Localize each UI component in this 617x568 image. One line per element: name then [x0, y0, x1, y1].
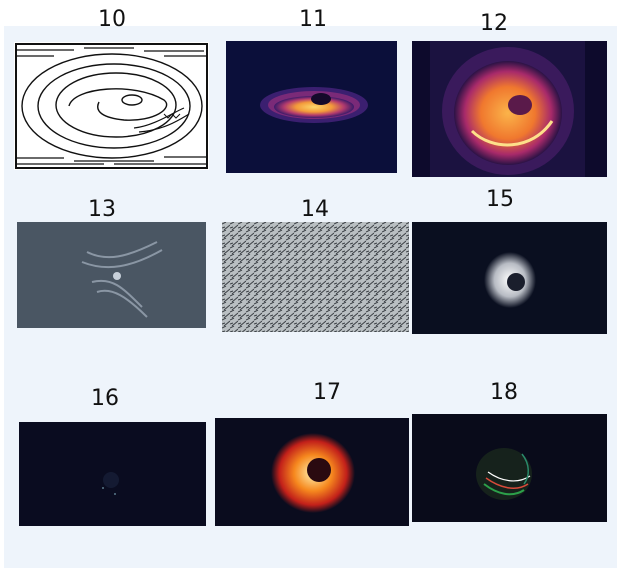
- panel-label-13: 13: [88, 197, 116, 222]
- panel-image-14: [222, 222, 409, 332]
- panel-label-12: 12: [480, 11, 508, 36]
- panel-label-16: 16: [91, 386, 119, 411]
- panel-image-10: [14, 42, 209, 170]
- panel-image-18: [412, 414, 607, 522]
- panel-image-16: [19, 422, 206, 526]
- panel-label-11: 11: [299, 7, 327, 32]
- panel-label-17: 17: [313, 380, 341, 405]
- panel-image-13: [17, 222, 206, 328]
- panel-label-18: 18: [490, 380, 518, 405]
- panel-image-11: [226, 41, 397, 173]
- panel-image-17: [215, 418, 409, 526]
- panel-image-15: [412, 222, 607, 334]
- panel-image-12: [412, 41, 607, 177]
- panel-label-14: 14: [301, 197, 329, 222]
- panel-label-15: 15: [486, 187, 514, 212]
- panel-label-10: 10: [98, 7, 126, 32]
